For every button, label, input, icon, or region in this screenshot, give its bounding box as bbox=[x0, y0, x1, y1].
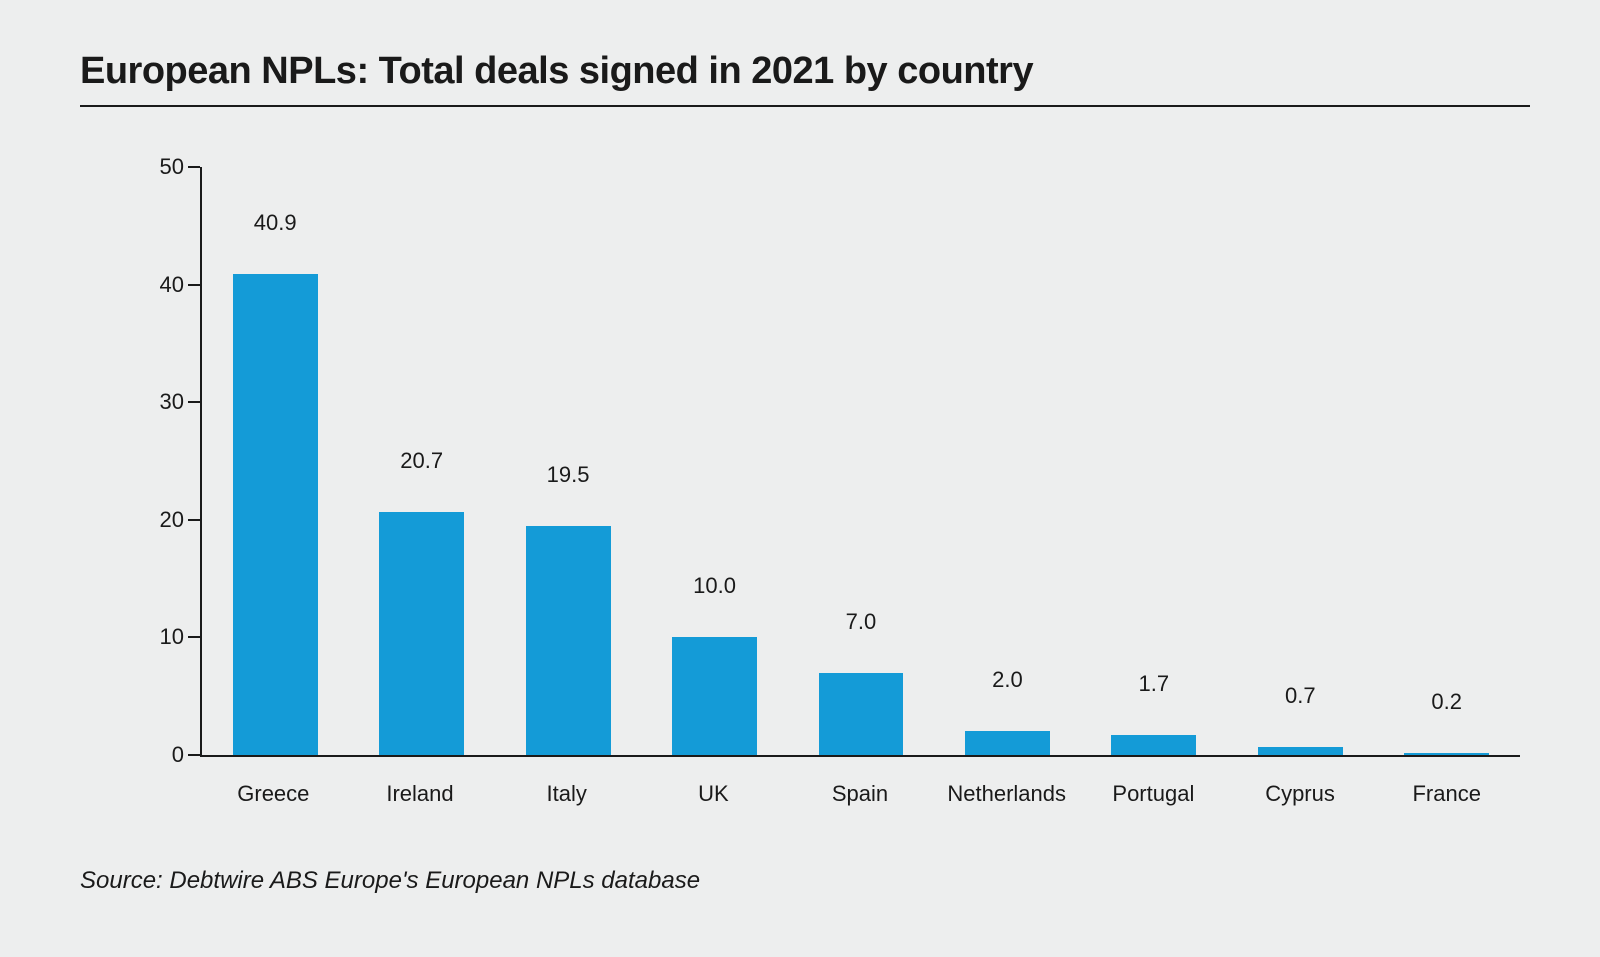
bar-value-label: 10.0 bbox=[641, 573, 787, 605]
y-tick bbox=[188, 636, 200, 638]
bar-slot: 1.7 bbox=[1081, 167, 1227, 755]
bar-value-label: 20.7 bbox=[348, 448, 494, 480]
bar-value-label: 7.0 bbox=[788, 609, 934, 641]
y-tick-label: 40 bbox=[142, 272, 184, 298]
x-axis-labels: GreeceIrelandItalyUKSpainNetherlandsPort… bbox=[200, 767, 1520, 817]
bar bbox=[965, 731, 1050, 755]
y-tick bbox=[188, 284, 200, 286]
bar-slot: 20.7 bbox=[348, 167, 494, 755]
y-tick-label: 10 bbox=[142, 624, 184, 650]
bar-slot: 7.0 bbox=[788, 167, 934, 755]
y-tick bbox=[188, 401, 200, 403]
x-category-label: UK bbox=[640, 767, 787, 817]
x-category-label: France bbox=[1373, 767, 1520, 817]
y-tick-label: 20 bbox=[142, 507, 184, 533]
bar bbox=[819, 673, 904, 755]
bar bbox=[526, 526, 611, 755]
bar-slot: 19.5 bbox=[495, 167, 641, 755]
x-category-label: Netherlands bbox=[933, 767, 1080, 817]
x-category-label: Italy bbox=[493, 767, 640, 817]
bar bbox=[1111, 735, 1196, 755]
bar-value-label: 0.2 bbox=[1374, 689, 1520, 721]
y-tick bbox=[188, 754, 200, 756]
bar bbox=[1404, 753, 1489, 755]
chart-container: European NPLs: Total deals signed in 202… bbox=[0, 0, 1600, 957]
y-tick-label: 50 bbox=[142, 154, 184, 180]
x-category-label: Portugal bbox=[1080, 767, 1227, 817]
bar-slot: 0.2 bbox=[1374, 167, 1520, 755]
y-tick-label: 0 bbox=[142, 742, 184, 768]
bar-slot: 0.7 bbox=[1227, 167, 1373, 755]
bar-slot: 2.0 bbox=[934, 167, 1080, 755]
bar-slot: 40.9 bbox=[202, 167, 348, 755]
bar bbox=[672, 637, 757, 755]
plot-area: 40.920.719.510.07.02.01.70.70.2 01020304… bbox=[200, 167, 1520, 757]
title-rule bbox=[80, 105, 1530, 107]
bar bbox=[233, 274, 318, 755]
bar-value-label: 0.7 bbox=[1227, 683, 1373, 715]
x-category-label: Ireland bbox=[347, 767, 494, 817]
bar-value-label: 40.9 bbox=[202, 210, 348, 242]
chart-title: European NPLs: Total deals signed in 202… bbox=[80, 50, 1530, 93]
x-category-label: Cyprus bbox=[1227, 767, 1374, 817]
bar-slot: 10.0 bbox=[641, 167, 787, 755]
bar-value-label: 19.5 bbox=[495, 462, 641, 494]
x-category-label: Greece bbox=[200, 767, 347, 817]
y-tick-label: 30 bbox=[142, 389, 184, 415]
y-tick bbox=[188, 519, 200, 521]
bar-value-label: 1.7 bbox=[1081, 671, 1227, 703]
bar-value-label: 2.0 bbox=[934, 667, 1080, 699]
plot-wrap: Gross book value (€bn-equivalent) 40.920… bbox=[130, 137, 1520, 817]
y-tick bbox=[188, 166, 200, 168]
x-category-label: Spain bbox=[787, 767, 934, 817]
bar bbox=[379, 512, 464, 755]
bar-group: 40.9 20.719.5 10.07.02.01.70.70.2 bbox=[202, 167, 1520, 755]
bar bbox=[1258, 747, 1343, 755]
chart-source: Source: Debtwire ABS Europe's European N… bbox=[80, 867, 1530, 895]
